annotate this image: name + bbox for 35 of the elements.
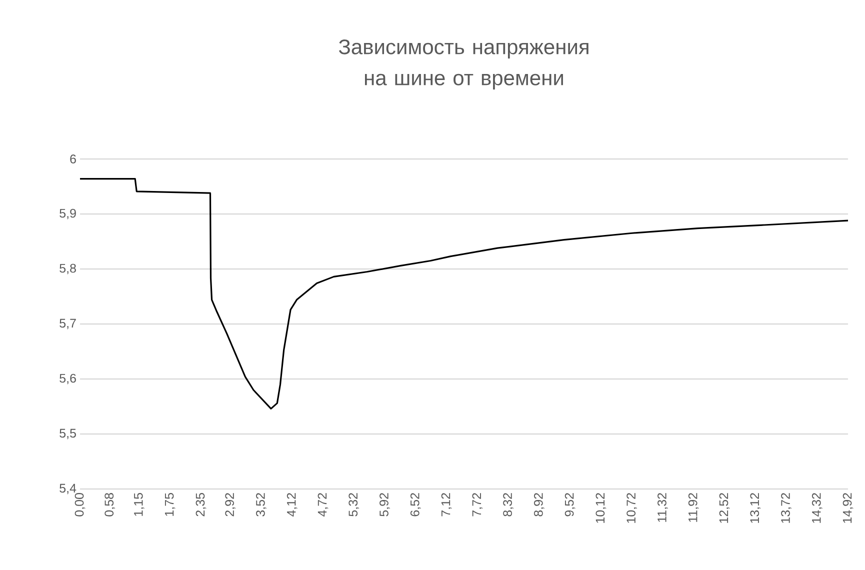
x-tick-label: 13,72 xyxy=(781,493,792,523)
x-tick-label: 8,32 xyxy=(503,493,514,516)
x-tick-label: 6,52 xyxy=(410,493,421,516)
x-tick-label: 14,32 xyxy=(812,493,822,523)
x-tick-label: 12,52 xyxy=(719,493,730,523)
x-tick-label: 4,12 xyxy=(286,493,298,517)
x-tick-label: 2,35 xyxy=(196,493,206,516)
x-tick-label: 4,72 xyxy=(318,493,328,517)
x-tick-label: 11,92 xyxy=(688,493,699,522)
x-tick-label: 10,12 xyxy=(596,493,606,523)
x-tick-label: 3,52 xyxy=(256,493,266,516)
y-tick-label: 5,4 xyxy=(60,484,76,494)
x-tick-label: 11,32 xyxy=(658,493,668,522)
x-tick-label: 5,32 xyxy=(348,493,360,516)
x-tick-label: 8,92 xyxy=(534,493,544,516)
y-tick-label: 5,8 xyxy=(60,264,76,274)
y-tick-label: 5,7 xyxy=(60,318,76,330)
x-tick-label: 2,92 xyxy=(225,493,236,516)
y-tick-label: 5,6 xyxy=(60,374,76,384)
x-tick-label: 13,12 xyxy=(750,493,761,523)
x-tick-label: 5,92 xyxy=(380,493,390,516)
y-tick-label: 5,5 xyxy=(60,428,76,440)
x-tick-label: 1,15 xyxy=(134,493,144,516)
x-tick-label: 0,00 xyxy=(74,492,86,516)
x-tick-label: 14,92 xyxy=(842,493,854,523)
line-series xyxy=(79,178,849,410)
x-tick-label: 0,58 xyxy=(104,493,116,516)
x-tick-label: 7,72 xyxy=(472,493,483,516)
x-tick-label: 1,75 xyxy=(164,493,176,516)
x-tick-label: 10,72 xyxy=(626,493,637,523)
chart-title: Зависимость напряжения на шине от времени xyxy=(338,39,588,90)
y-tick-label: 5,9 xyxy=(60,208,76,220)
x-tick-label: 7,12 xyxy=(441,493,452,516)
x-tick-label: 9,52 xyxy=(564,493,576,516)
y-tick-label: 6 xyxy=(70,154,76,164)
